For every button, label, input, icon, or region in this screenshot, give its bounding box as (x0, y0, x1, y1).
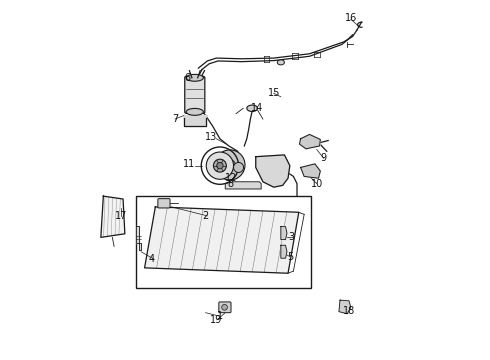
Polygon shape (281, 245, 287, 258)
Text: 10: 10 (311, 179, 323, 189)
Ellipse shape (186, 75, 203, 81)
FancyBboxPatch shape (219, 302, 231, 313)
Text: 9: 9 (321, 153, 327, 163)
Ellipse shape (277, 60, 285, 65)
Polygon shape (300, 164, 320, 178)
Circle shape (215, 150, 245, 180)
Circle shape (224, 159, 235, 170)
Polygon shape (136, 226, 141, 250)
Circle shape (221, 305, 227, 310)
Text: 18: 18 (343, 306, 355, 316)
Polygon shape (145, 207, 299, 273)
Text: 8: 8 (227, 179, 234, 189)
Circle shape (206, 152, 234, 179)
Text: 11: 11 (183, 159, 196, 169)
Text: 15: 15 (268, 88, 280, 98)
Ellipse shape (186, 108, 203, 115)
Bar (136, 196, 311, 288)
Polygon shape (339, 300, 351, 314)
Text: 16: 16 (344, 13, 357, 23)
Circle shape (217, 162, 223, 169)
Ellipse shape (247, 105, 258, 112)
FancyBboxPatch shape (185, 76, 205, 113)
Text: 14: 14 (251, 103, 264, 113)
Circle shape (234, 162, 244, 172)
Text: 17: 17 (115, 211, 127, 221)
Polygon shape (225, 182, 261, 189)
FancyBboxPatch shape (158, 199, 170, 208)
Text: 5: 5 (287, 252, 293, 262)
Text: 13: 13 (205, 132, 217, 142)
Text: 7: 7 (172, 114, 178, 124)
Text: 12: 12 (224, 173, 237, 183)
Text: 3: 3 (289, 232, 294, 242)
Polygon shape (101, 196, 125, 237)
Text: 19: 19 (210, 315, 222, 325)
Polygon shape (281, 226, 287, 239)
Text: 6: 6 (185, 73, 191, 83)
Circle shape (214, 159, 226, 172)
Polygon shape (184, 116, 205, 126)
Text: 1: 1 (217, 311, 223, 321)
Polygon shape (256, 155, 290, 187)
Polygon shape (299, 134, 320, 149)
Text: 4: 4 (148, 254, 155, 264)
Text: 2: 2 (202, 211, 209, 221)
